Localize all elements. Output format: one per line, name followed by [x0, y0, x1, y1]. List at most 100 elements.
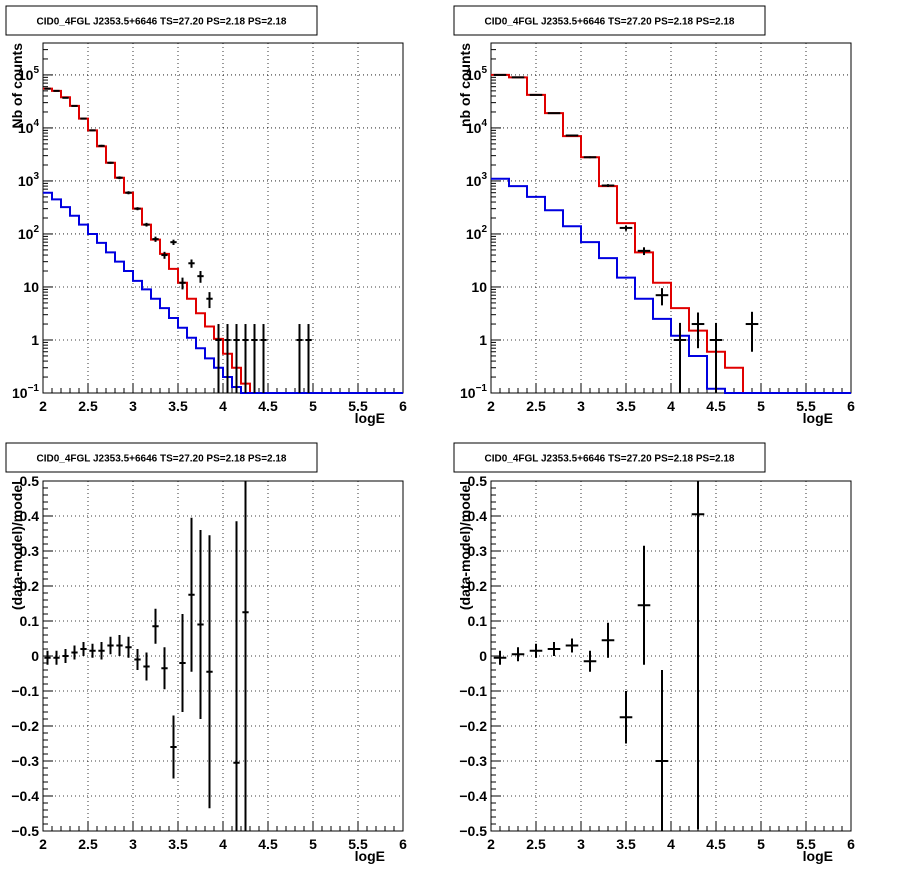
chart-panel-3: CID0_4FGL J2353.5+6646 TS=27.20 PS=2.18 … [5, 442, 407, 864]
x-tick-label: 3.5 [168, 398, 188, 414]
axis-ticks [490, 480, 852, 832]
data-point [80, 117, 87, 120]
grid [491, 43, 851, 393]
x-tick-label: 3 [129, 836, 137, 852]
data-point [224, 324, 231, 393]
data-point [511, 647, 525, 662]
y-tick-label: 0.1 [20, 613, 40, 629]
x-tick-label: 4 [219, 398, 227, 414]
x-tick-label: 5 [757, 398, 765, 414]
data-point [493, 650, 507, 665]
data-point [691, 312, 705, 349]
x-tick-label: 6 [847, 836, 855, 852]
y-tick-label: 0.1 [468, 613, 488, 629]
data-point [170, 715, 177, 779]
x-tick-label: 2 [39, 836, 47, 852]
data-point [601, 622, 615, 658]
x-tick-label: 5 [757, 836, 765, 852]
data-point [197, 271, 204, 283]
y-tick-label: 0.4 [468, 508, 488, 524]
chart-title-box [5, 442, 318, 473]
data-point [673, 322, 687, 393]
data-point [179, 277, 186, 290]
x-tick-label: 5.5 [348, 398, 368, 414]
data-point [161, 647, 168, 690]
x-axis-label: logE [355, 410, 385, 426]
data-point [107, 161, 114, 164]
y-tick-label: 10 [471, 279, 487, 295]
data-points [44, 481, 249, 831]
y-tick-label: 104 [466, 118, 488, 136]
x-tick-label: 5 [309, 398, 317, 414]
data-point [745, 311, 759, 352]
data-point [296, 324, 303, 393]
x-tick-label: 4.5 [258, 836, 278, 852]
chart-title-box [453, 442, 766, 473]
x-tick-label: 4 [667, 398, 675, 414]
x-tick-label: 2.5 [526, 836, 546, 852]
data-point [53, 650, 60, 665]
y-axis-label: (data-model)/model [9, 481, 25, 610]
data-point [71, 104, 78, 107]
chart-panel-1: CID0_4FGL J2353.5+6646 TS=27.20 PS=2.18 … [5, 5, 407, 426]
data-point [709, 322, 723, 393]
grid [43, 481, 403, 831]
chart-panel-2: CID0_4FGL J2353.5+6646 TS=27.20 PS=2.18 … [453, 5, 855, 426]
data-points [493, 481, 705, 831]
data-point [125, 636, 132, 658]
x-axis-label: logE [803, 410, 833, 426]
chart-title-box [453, 5, 766, 36]
data-point [125, 191, 132, 195]
data-point [565, 134, 579, 137]
data-point [619, 691, 633, 744]
y-tick-label: 0 [31, 648, 39, 664]
x-tick-label: 2.5 [526, 398, 546, 414]
y-tick-label: 10−1 [460, 383, 487, 401]
data-point [305, 324, 312, 393]
data-point [233, 324, 240, 393]
x-tick-label: 3 [129, 398, 137, 414]
chart-title: CID0_4FGL J2353.5+6646 TS=27.20 PS=2.18 … [37, 454, 287, 465]
data-point [170, 239, 177, 245]
data-point [116, 635, 123, 656]
data-point [493, 73, 507, 76]
data-point [655, 670, 669, 831]
x-tick-label: 3.5 [616, 398, 636, 414]
data-point [260, 324, 267, 393]
x-tick-label: 5 [309, 836, 317, 852]
x-tick-label: 4.5 [258, 398, 278, 414]
x-tick-label: 2.5 [78, 836, 98, 852]
x-tick-label: 2.5 [78, 398, 98, 414]
chart-title: CID0_4FGL J2353.5+6646 TS=27.20 PS=2.18 … [485, 454, 735, 465]
data-point [152, 236, 159, 242]
x-tick-label: 3.5 [168, 836, 188, 852]
x-tick-label: 3 [577, 836, 585, 852]
data-point [53, 89, 60, 92]
x-tick-label: 6 [399, 836, 407, 852]
y-tick-label: 102 [18, 224, 40, 242]
data-point [583, 650, 597, 672]
y-tick-label: −0.1 [459, 683, 487, 699]
data-point [98, 642, 105, 660]
data-point [44, 87, 51, 90]
x-tick-label: 5.5 [348, 836, 368, 852]
data-point [161, 251, 168, 259]
grid [491, 481, 851, 831]
y-tick-label: 0 [479, 648, 487, 664]
data-point [188, 517, 195, 672]
y-tick-label: −0.3 [11, 753, 39, 769]
data-point [80, 642, 87, 656]
y-tick-label: 105 [466, 65, 488, 83]
x-tick-label: 4.5 [706, 836, 726, 852]
y-tick-label: 10−1 [12, 383, 39, 401]
x-tick-label: 6 [399, 398, 407, 414]
data-point [107, 636, 114, 655]
series-line-2 [43, 191, 403, 394]
y-tick-label: 0.2 [468, 578, 488, 594]
data-point [134, 649, 141, 670]
x-tick-label: 3.5 [616, 836, 636, 852]
data-point [89, 643, 96, 658]
y-tick-label: 105 [18, 65, 40, 83]
data-point [583, 156, 597, 159]
data-point [619, 225, 633, 231]
